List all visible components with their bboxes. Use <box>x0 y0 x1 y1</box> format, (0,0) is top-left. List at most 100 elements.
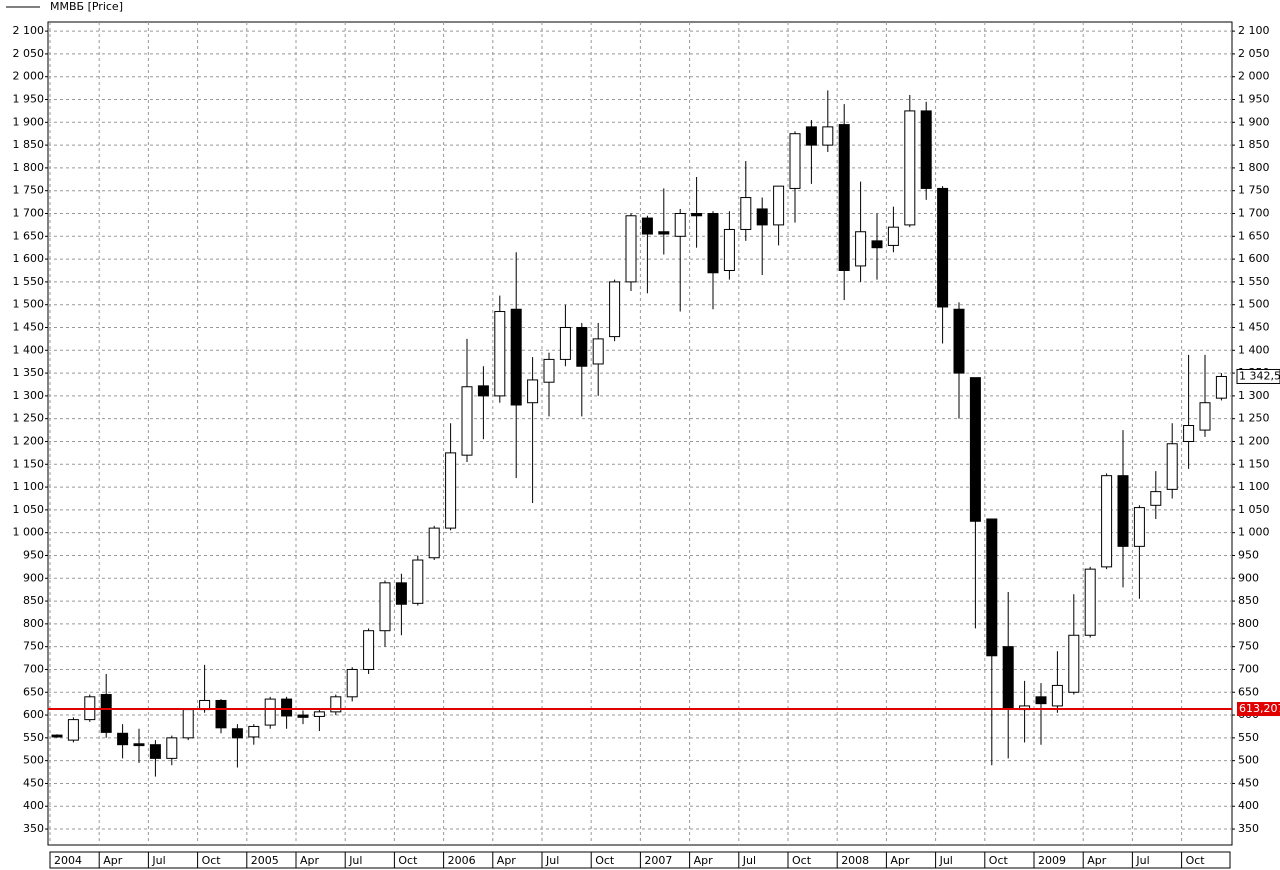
candle-body <box>691 213 703 217</box>
candle-body <box>920 110 932 189</box>
y-tick-label-right: 2 050 <box>1238 47 1270 60</box>
y-tick-label: 1 600 <box>13 252 45 265</box>
y-tick-label-right: 2 000 <box>1238 70 1270 83</box>
y-tick-label: 1 850 <box>13 138 45 151</box>
y-tick-label-right: 1 850 <box>1238 138 1270 151</box>
y-tick-label: 1 800 <box>13 161 45 174</box>
candle-body <box>527 379 539 404</box>
y-tick-label-right: 500 <box>1238 754 1259 767</box>
candle-body <box>641 217 653 235</box>
x-tick-label: Oct <box>792 854 812 867</box>
x-tick-label: Oct <box>989 854 1009 867</box>
y-tick-label: 1 050 <box>13 503 45 516</box>
legend-label: ММВБ [Price] <box>50 0 123 13</box>
y-tick-label-right: 1 950 <box>1238 93 1270 106</box>
candle-body <box>166 737 178 759</box>
x-tick-label: Oct <box>1186 854 1206 867</box>
x-tick-label: 2005 <box>251 854 279 867</box>
y-tick-label-right: 550 <box>1238 731 1259 744</box>
candle-body <box>592 338 604 365</box>
candle-body <box>182 709 194 739</box>
candle-body <box>248 725 260 738</box>
last-label: 1 342,58 <box>1239 369 1280 382</box>
y-tick-label: 2 000 <box>13 70 45 83</box>
x-tick-label: Oct <box>202 854 222 867</box>
candle-body <box>428 527 440 559</box>
y-tick-label-right: 1 400 <box>1238 343 1270 356</box>
candle-body <box>1183 425 1195 442</box>
candle-body <box>773 185 785 226</box>
y-tick-label: 1 550 <box>13 275 45 288</box>
y-tick-label-right: 400 <box>1238 799 1259 812</box>
y-tick-label: 500 <box>23 754 44 767</box>
y-tick-label: 1 750 <box>13 184 45 197</box>
candle-body <box>740 197 752 230</box>
candle-body <box>1199 402 1211 431</box>
x-tick-label: Jul <box>151 854 165 867</box>
candle-body <box>838 124 850 271</box>
candle-body <box>117 732 129 746</box>
candle-body <box>412 559 424 604</box>
y-tick-label: 1 100 <box>13 480 45 493</box>
candle-body <box>363 630 375 670</box>
candle-body <box>707 213 719 274</box>
y-tick-label-right: 800 <box>1238 617 1259 630</box>
reference-label-box <box>1237 702 1280 717</box>
y-tick-label-right: 350 <box>1238 822 1259 835</box>
y-tick-label-right: 700 <box>1238 662 1259 675</box>
x-tick-label: 2008 <box>841 854 869 867</box>
candle-body <box>51 734 63 738</box>
candle-body <box>937 187 949 308</box>
y-tick-label-right: 2 100 <box>1238 24 1270 37</box>
y-tick-label-right: 750 <box>1238 640 1259 653</box>
candle-body <box>1035 696 1047 705</box>
candle-body <box>871 240 883 249</box>
candle-body <box>379 582 391 632</box>
x-tick-label: Apr <box>890 854 910 867</box>
x-tick-label: Oct <box>595 854 615 867</box>
y-tick-label: 1 500 <box>13 298 45 311</box>
candle-body <box>658 231 670 235</box>
y-tick-label: 1 250 <box>13 412 45 425</box>
y-tick-label: 350 <box>23 822 44 835</box>
y-tick-label: 1 200 <box>13 434 45 447</box>
last-label-box <box>1236 368 1280 384</box>
candle-body <box>1150 491 1162 506</box>
candle-body <box>969 377 981 522</box>
candle-body <box>756 208 768 226</box>
y-tick-label: 700 <box>23 662 44 675</box>
y-tick-label-right: 900 <box>1238 571 1259 584</box>
x-tick-label: Apr <box>1087 854 1107 867</box>
reference-label: 613,207 <box>1239 702 1280 715</box>
y-tick-label-right: 1 750 <box>1238 184 1270 197</box>
y-tick-label: 1 900 <box>13 115 45 128</box>
y-tick-label: 550 <box>23 731 44 744</box>
y-tick-label-right: 1 450 <box>1238 320 1270 333</box>
y-tick-label: 2 050 <box>13 47 45 60</box>
candle-body <box>395 582 407 605</box>
x-tick-label: Jul <box>742 854 756 867</box>
y-tick-label-right: 1 650 <box>1238 229 1270 242</box>
y-tick-label: 2 100 <box>13 24 45 37</box>
y-tick-label-right: 1 700 <box>1238 207 1270 220</box>
candle-body <box>822 126 834 146</box>
y-tick-label: 750 <box>23 640 44 653</box>
y-tick-label-right: 1 250 <box>1238 412 1270 425</box>
candle-body <box>674 213 686 237</box>
y-tick-label: 850 <box>23 594 44 607</box>
candle-body <box>1002 646 1014 709</box>
y-tick-label-right: 1 100 <box>1238 480 1270 493</box>
y-tick-label: 1 350 <box>13 366 45 379</box>
x-tick-label: 2007 <box>644 854 672 867</box>
y-tick-label-right: 1 900 <box>1238 115 1270 128</box>
x-tick-label: Jul <box>348 854 362 867</box>
y-tick-label-right: 1 550 <box>1238 275 1270 288</box>
y-tick-label: 600 <box>23 708 44 721</box>
candle-body <box>723 228 735 271</box>
x-tick-label: Jul <box>1135 854 1149 867</box>
candle-body <box>789 133 801 189</box>
candle-body <box>1101 475 1113 568</box>
candle-body <box>543 358 555 383</box>
candle-body <box>855 231 867 267</box>
